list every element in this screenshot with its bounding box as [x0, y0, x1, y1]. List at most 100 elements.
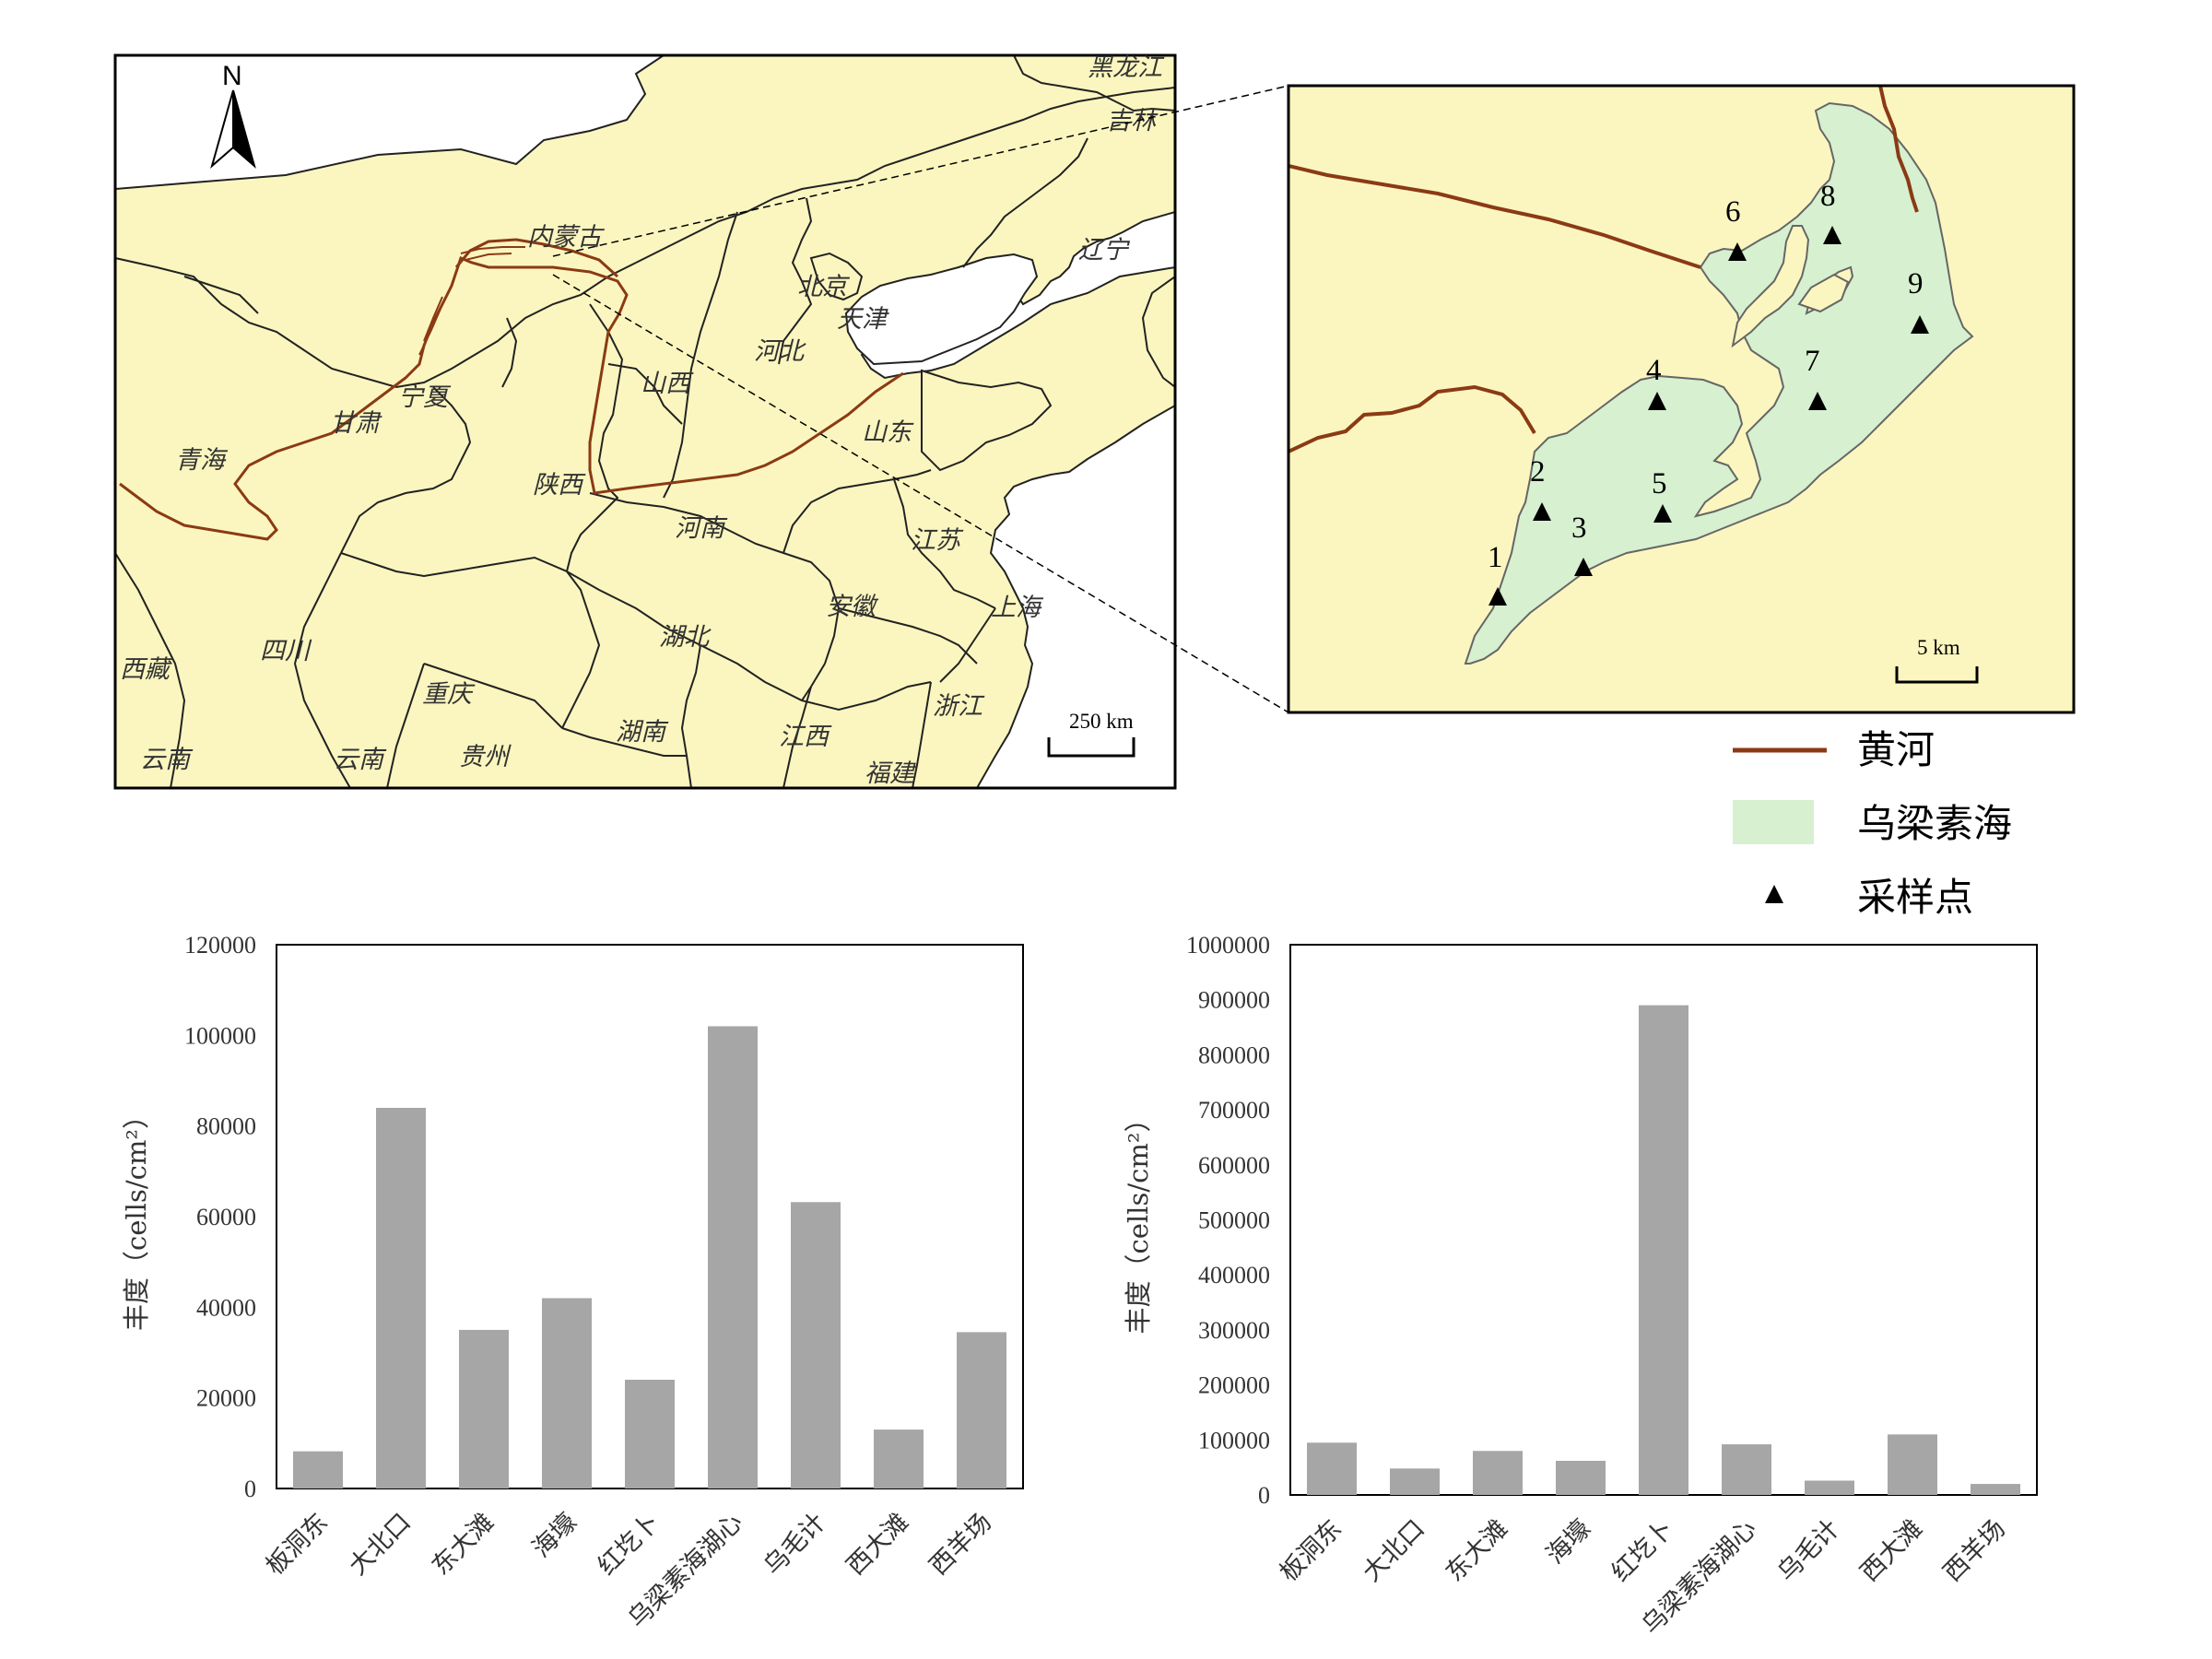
bar — [957, 1332, 1006, 1488]
yellow-river-inset-c — [1878, 86, 1919, 213]
province-label: 辽宁 — [1078, 236, 1131, 265]
province-label: 四川 — [260, 637, 312, 665]
y-tick-label: 600000 — [1198, 1152, 1270, 1179]
land-mass — [115, 55, 1175, 788]
province-label: 北京 — [797, 273, 851, 301]
bar — [874, 1430, 924, 1488]
north-label: N — [222, 61, 242, 91]
x-tick-label: 板洞东 — [261, 1508, 334, 1581]
y-axis-label: 丰度（cells/cm²） — [121, 1102, 152, 1331]
province-label: 湖南 — [616, 718, 669, 747]
x-tick-label: 东大滩 — [427, 1508, 500, 1581]
yellow-river-loop — [454, 238, 619, 278]
x-tick-label: 西羊场 — [924, 1508, 997, 1581]
peninsula — [1141, 275, 1175, 389]
yellow-river-overview — [119, 255, 904, 541]
province-label: 湖北 — [659, 623, 712, 652]
sampling-site: 6 — [1725, 195, 1747, 261]
bar — [708, 1026, 758, 1488]
bar — [1556, 1460, 1606, 1495]
legend: 黄河 乌梁素海 采样点 — [1733, 727, 2012, 920]
province-label: 云南 — [334, 746, 387, 774]
sampling-site: 7 — [1805, 345, 1827, 410]
overview-map: 黑龙江 吉林 内蒙古 辽宁 北京 天津 河北 宁夏 山西 山东 甘肃 青海 陕西… — [113, 53, 1177, 790]
bar — [1888, 1434, 1937, 1495]
province-label: 山东 — [862, 418, 914, 447]
x-tick-label: 大北口 — [344, 1508, 417, 1581]
province-label: 江西 — [779, 723, 832, 751]
y-tick-label: 100000 — [1198, 1427, 1270, 1453]
x-tick-label: 红圪卜 — [593, 1508, 665, 1581]
yellow-river-delta-lines — [418, 246, 525, 356]
y-axis-label: 丰度（cells/cm²） — [1123, 1106, 1154, 1335]
east-sea — [975, 404, 1175, 788]
sampling-site: 1 — [1488, 541, 1507, 606]
site-label: 3 — [1571, 512, 1587, 545]
shandong-peninsula — [921, 369, 1053, 472]
province-label: 福建 — [865, 759, 917, 788]
lake-island-north — [1797, 273, 1850, 313]
x-tick-label: 板洞东 — [1275, 1514, 1347, 1587]
bar — [1390, 1468, 1440, 1495]
north-arrow-icon: N — [210, 61, 256, 169]
y-tick-label: 700000 — [1198, 1097, 1270, 1124]
site-label: 9 — [1908, 267, 1924, 300]
x-tick-label: 西大滩 — [1855, 1514, 1928, 1587]
x-tick-label: 西羊场 — [1938, 1514, 2011, 1587]
x-tick-label: 西大滩 — [841, 1508, 914, 1581]
bar — [542, 1298, 592, 1488]
province-label: 重庆 — [422, 680, 476, 709]
province-label: 江苏 — [911, 526, 964, 555]
y-tick-label: 0 — [1258, 1482, 1270, 1509]
sampling-site: 2 — [1530, 455, 1551, 521]
site-label: 8 — [1820, 180, 1836, 213]
legend-item-lake: 乌梁素海 — [1733, 800, 2012, 846]
sampling-sites: 1 2 3 4 5 6 7 — [1488, 180, 1929, 606]
site-label: 4 — [1646, 354, 1662, 387]
site-label: 2 — [1530, 455, 1546, 488]
site-label: 7 — [1805, 345, 1820, 378]
sampling-site: 5 — [1652, 467, 1672, 523]
bar — [1307, 1442, 1357, 1495]
province-label: 宁夏 — [398, 383, 452, 412]
bar — [293, 1451, 343, 1488]
y-tick-label: 100000 — [184, 1022, 256, 1049]
province-label: 天津 — [837, 305, 889, 334]
province-label: 河北 — [754, 337, 806, 366]
sampling-site: 8 — [1820, 180, 1841, 244]
y-tick-label: 500000 — [1198, 1207, 1270, 1234]
province-label: 贵州 — [459, 743, 512, 771]
lake-wuliangsuhai — [1464, 101, 1974, 665]
inset-map: 1 2 3 4 5 6 7 — [1287, 84, 2076, 714]
sampling-site: 3 — [1571, 512, 1593, 576]
legend-label-site: 采样点 — [1857, 875, 1973, 920]
province-label: 西藏 — [120, 655, 173, 684]
province-label: 河南 — [675, 514, 728, 543]
bar — [1805, 1480, 1854, 1495]
x-tick-label: 海壕 — [527, 1508, 582, 1563]
x-tick-label: 海壕 — [1541, 1514, 1596, 1570]
province-label: 黑龙江 — [1088, 53, 1165, 82]
y-tick-label: 400000 — [1198, 1262, 1270, 1288]
scale-label-inset: 5 km — [1917, 636, 1960, 659]
bar — [1971, 1484, 2020, 1495]
sampling-site: 4 — [1646, 354, 1666, 410]
bar — [1722, 1444, 1771, 1495]
legend-label-river: 黄河 — [1857, 727, 1935, 772]
zoom-connectors — [552, 85, 1289, 713]
y-tick-label: 60000 — [196, 1204, 256, 1230]
legend-label-lake: 乌梁素海 — [1857, 801, 2012, 846]
lake-island — [1731, 225, 1810, 348]
inset-frame — [1287, 84, 2076, 714]
x-tick-label: 乌毛计 — [1772, 1514, 1845, 1587]
y-tick-label: 40000 — [196, 1294, 256, 1321]
scale-label-overview: 250 km — [1069, 710, 1134, 733]
province-label: 上海 — [991, 594, 1044, 622]
abundance-chart-left: 0 20000 40000 60000 80000 100000 120000 板洞东 大北口东… — [121, 932, 1024, 1634]
y-tick-label: 20000 — [196, 1385, 256, 1412]
province-label: 吉林 — [1106, 107, 1159, 135]
sampling-site: 9 — [1908, 267, 1929, 334]
y-tick-label: 0 — [244, 1476, 256, 1502]
province-borders — [115, 55, 1175, 788]
